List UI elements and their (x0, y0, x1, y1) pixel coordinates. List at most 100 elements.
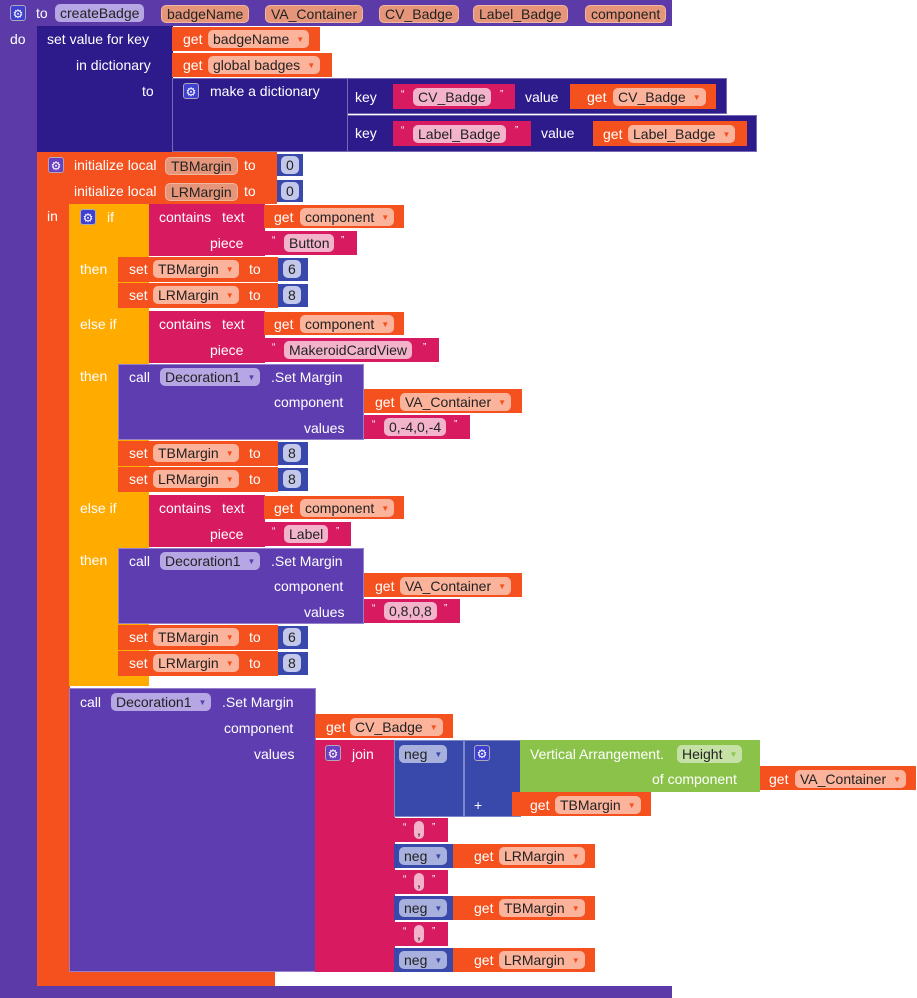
to-label: to (244, 157, 256, 173)
param[interactable]: badgeName (161, 5, 250, 23)
var-dropdown[interactable]: VA_Container ▼ (400, 577, 512, 595)
var-dropdown[interactable]: component ▼ (300, 499, 395, 517)
neg-dropdown[interactable]: neg ▼ (399, 899, 448, 917)
set-label: set (129, 261, 148, 277)
var-dropdown[interactable]: TBMargin ▼ (153, 444, 239, 462)
text-field[interactable]: Label (284, 525, 329, 543)
to-label: to (249, 655, 261, 671)
to-label: to (249, 287, 261, 303)
text-field[interactable]: , (414, 821, 424, 839)
number-field[interactable]: 0 (281, 156, 299, 174)
var-name: TBMargin (504, 900, 565, 916)
param[interactable]: component (585, 5, 667, 23)
neg-dropdown[interactable]: neg ▼ (399, 951, 448, 969)
neg-dropdown[interactable]: neg ▼ (399, 745, 448, 763)
component-dropdown[interactable]: Decoration1 ▼ (160, 552, 261, 570)
number-field[interactable]: 8 (283, 654, 301, 672)
op-name: neg (404, 952, 428, 968)
text-field[interactable]: , (414, 873, 424, 891)
var-dropdown[interactable]: TBMargin ▼ (555, 796, 641, 814)
var-name: global badges (213, 57, 301, 73)
piece-label: piece (210, 342, 244, 358)
gear-icon[interactable]: ⚙ (474, 745, 490, 761)
param[interactable]: Label_Badge (473, 5, 568, 23)
text-field[interactable]: , (414, 925, 424, 943)
text-field[interactable]: Button (284, 234, 335, 252)
component-dropdown[interactable]: Decoration1 ▼ (111, 693, 212, 711)
local-var-name[interactable]: TBMargin (165, 157, 238, 175)
text-field[interactable]: Label_Badge (413, 125, 506, 143)
number-field[interactable]: 0 (281, 182, 299, 200)
in-label: in (47, 208, 58, 224)
var-dropdown[interactable]: TBMargin ▼ (499, 899, 585, 917)
make-dictionary-block[interactable] (172, 78, 348, 152)
param[interactable]: CV_Badge (379, 5, 459, 23)
gear-icon[interactable]: ⚙ (10, 5, 26, 21)
var-dropdown[interactable]: LRMargin ▼ (499, 951, 585, 969)
var-dropdown[interactable]: CV_Badge ▼ (613, 88, 706, 106)
gear-icon[interactable]: ⚙ (80, 209, 96, 225)
var-dropdown[interactable]: component ▼ (300, 208, 395, 226)
component-dropdown[interactable]: Decoration1 ▼ (160, 368, 261, 386)
dict-set-block[interactable] (37, 26, 173, 152)
var-dropdown[interactable]: LRMargin ▼ (153, 286, 239, 304)
var-dropdown[interactable]: TBMargin ▼ (153, 260, 239, 278)
contains-mode[interactable]: text (222, 500, 245, 516)
contains-block[interactable] (149, 204, 265, 256)
join-block[interactable] (315, 740, 395, 972)
var-name: CV_Badge (618, 89, 686, 105)
local-init-block[interactable] (37, 152, 277, 204)
gear-icon[interactable]: ⚙ (325, 745, 341, 761)
key-label: key (355, 89, 377, 105)
var-dropdown[interactable]: Label_Badge ▼ (628, 125, 736, 143)
text-field[interactable]: MakeroidCardView (284, 341, 413, 359)
var-name: component (305, 500, 375, 516)
number-field[interactable]: 8 (283, 444, 301, 462)
quote-open: “ (372, 419, 376, 430)
contains-label: contains (159, 209, 212, 225)
contains-mode[interactable]: text (222, 316, 245, 332)
if-label: if (107, 209, 114, 225)
var-dropdown[interactable]: LRMargin ▼ (153, 654, 239, 672)
gear-icon[interactable]: ⚙ (48, 157, 64, 173)
text-field[interactable]: 0,-4,0,-4 (384, 418, 447, 436)
text-field[interactable]: CV_Badge (413, 88, 491, 106)
piece-label: piece (210, 235, 244, 251)
component-name: Decoration1 (165, 553, 241, 569)
text-field[interactable]: 0,8,0,8 (384, 602, 437, 620)
contains-block[interactable] (149, 311, 265, 363)
quote-open: “ (403, 822, 407, 833)
quote-open: “ (403, 874, 407, 885)
neg-dropdown[interactable]: neg ▼ (399, 847, 448, 865)
local-var-name[interactable]: LRMargin (165, 183, 238, 201)
number-field[interactable]: 8 (283, 286, 301, 304)
var-dropdown[interactable]: badgeName ▼ (208, 30, 310, 48)
quote-open: “ (272, 235, 276, 246)
to-label: to (249, 629, 261, 645)
var-dropdown[interactable]: TBMargin ▼ (153, 628, 239, 646)
number-field[interactable]: 8 (283, 470, 301, 488)
var-name: VA_Container (800, 771, 887, 787)
property-dropdown[interactable]: Height ▼ (677, 745, 743, 763)
var-dropdown[interactable]: LRMargin ▼ (499, 847, 585, 865)
quote-close: ” (500, 89, 504, 100)
contains-block[interactable] (149, 495, 265, 547)
do-label: do (10, 31, 26, 47)
add-block[interactable] (464, 740, 521, 817)
var-dropdown[interactable]: CV_Badge ▼ (350, 718, 443, 736)
var-dropdown[interactable]: global badges ▼ (208, 56, 321, 74)
get-label: get (474, 952, 494, 968)
number-field[interactable]: 6 (283, 260, 301, 278)
get-label: get (183, 57, 203, 73)
gear-icon[interactable]: ⚙ (183, 83, 199, 99)
op-name: neg (404, 746, 428, 762)
var-dropdown[interactable]: VA_Container ▼ (400, 393, 512, 411)
param[interactable]: VA_Container (265, 5, 364, 23)
var-dropdown[interactable]: LRMargin ▼ (153, 470, 239, 488)
var-dropdown[interactable]: VA_Container ▼ (795, 770, 907, 788)
final-set-margin-call[interactable] (69, 688, 316, 972)
var-dropdown[interactable]: component ▼ (300, 315, 395, 333)
number-field[interactable]: 6 (283, 628, 301, 646)
contains-mode[interactable]: text (222, 209, 245, 225)
procedure-name[interactable]: createBadge (55, 4, 145, 22)
